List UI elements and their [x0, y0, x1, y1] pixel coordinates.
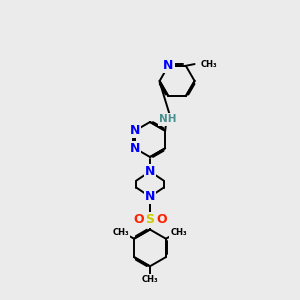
Text: O: O: [133, 213, 144, 226]
Text: O: O: [156, 213, 167, 226]
Text: CH₃: CH₃: [142, 275, 158, 284]
Text: CH₃: CH₃: [201, 59, 217, 68]
Text: N: N: [145, 165, 155, 178]
Text: CH₃: CH₃: [170, 228, 187, 237]
Text: N: N: [130, 142, 140, 155]
Text: N: N: [130, 124, 140, 137]
Text: N: N: [145, 190, 155, 203]
Text: NH: NH: [159, 114, 176, 124]
Text: N: N: [163, 59, 173, 72]
Text: S: S: [146, 213, 154, 226]
Text: CH₃: CH₃: [113, 228, 129, 237]
